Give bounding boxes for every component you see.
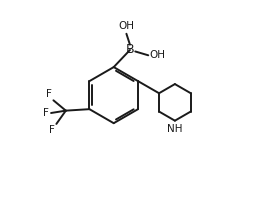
Text: B: B [126,43,134,57]
Text: F: F [46,89,52,99]
Text: OH: OH [150,50,166,60]
Text: OH: OH [118,21,134,31]
Text: F: F [43,108,49,118]
Text: F: F [49,125,55,135]
Text: NH: NH [167,124,183,134]
